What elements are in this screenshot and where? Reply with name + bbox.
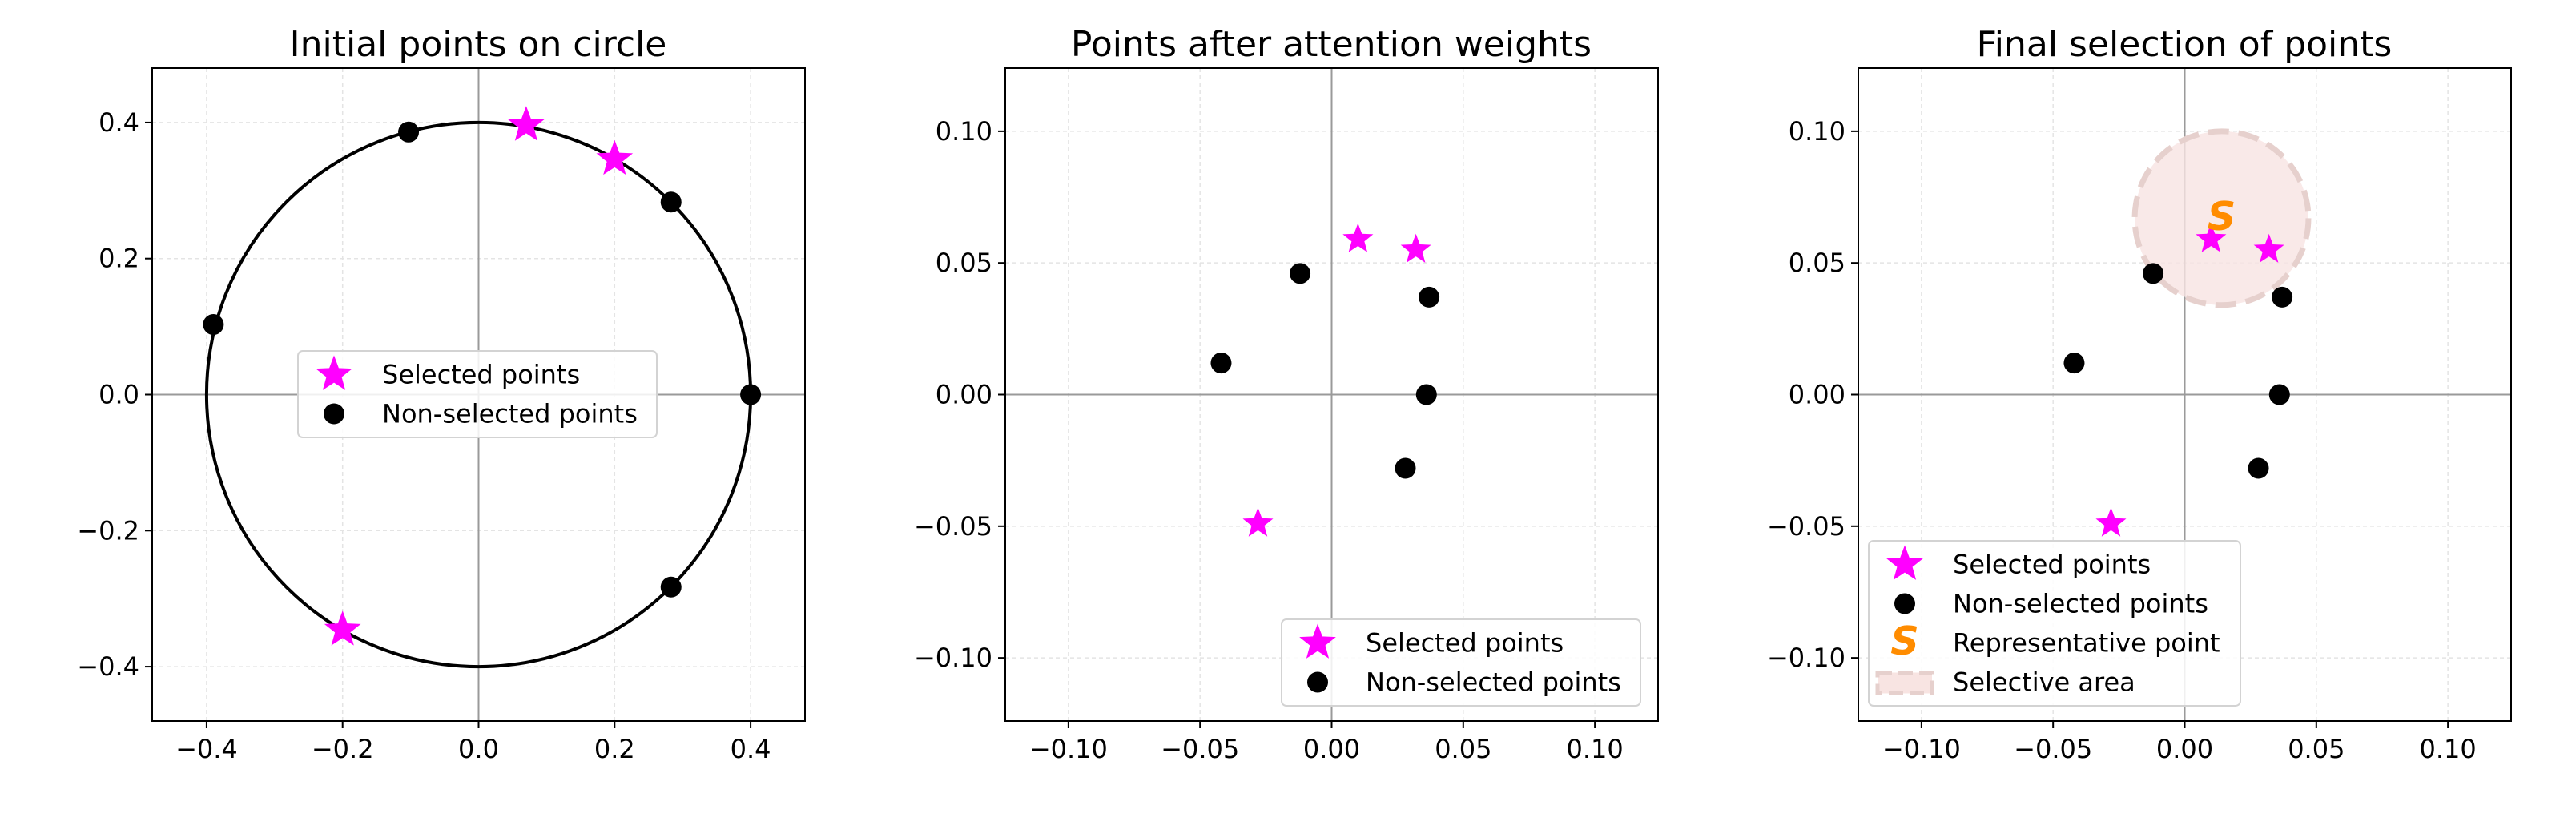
- selected-point-marker: [1342, 223, 1374, 252]
- plot-area: [1210, 223, 1440, 537]
- x-tick-label: 0.10: [1567, 734, 1624, 764]
- legend-box: [1868, 540, 2241, 707]
- selective-area: [2131, 128, 2312, 308]
- y-tick-label: 0.4: [99, 107, 139, 138]
- representative-point-marker: S: [1890, 618, 1919, 664]
- y-tick-label: −0.10: [914, 643, 992, 673]
- chart-title: Final selection of points: [1977, 24, 2393, 65]
- selected-point-marker: [316, 355, 352, 390]
- legend-label: Non-selected points: [1953, 589, 2208, 619]
- y-tick-label: −0.05: [1767, 511, 1845, 542]
- non-selected-point-marker: [2272, 286, 2293, 308]
- non-selected-point-marker: [1419, 286, 1440, 308]
- y-tick-label: 0.10: [1789, 116, 1845, 147]
- legend-selective-area-swatch: [1875, 671, 1934, 695]
- non-selected-point-marker: [2143, 263, 2164, 284]
- y-tick-label: 0.00: [936, 380, 992, 410]
- y-tick-label: 0.00: [1789, 380, 1845, 410]
- chart-title: Initial points on circle: [290, 24, 667, 65]
- legend-label: Selected points: [1953, 550, 2151, 580]
- x-tick-label: −0.4: [175, 734, 238, 764]
- non-selected-point-marker: [1290, 263, 1311, 284]
- y-tick-label: −0.4: [77, 651, 139, 682]
- selected-point-marker: [2196, 223, 2227, 252]
- chart-title: Points after attention weights: [1071, 24, 1592, 65]
- legend-box: [297, 350, 658, 438]
- legend-label: Non-selected points: [1366, 667, 1621, 698]
- y-tick-label: 0.10: [936, 116, 992, 147]
- selected-point-marker: [1400, 233, 1431, 263]
- x-tick-label: 0.00: [2156, 734, 2213, 764]
- selected-point-marker: [1886, 545, 1923, 580]
- non-selected-point-marker: [203, 314, 224, 336]
- x-tick-label: 0.00: [1303, 734, 1360, 764]
- selected-point-marker: [596, 139, 634, 175]
- non-selected-point-marker: [324, 403, 344, 425]
- y-tick-label: 0.2: [99, 244, 139, 274]
- x-tick-label: 0.10: [2420, 734, 2477, 764]
- non-selected-point-marker: [740, 384, 762, 405]
- x-tick-label: −0.10: [1882, 734, 1961, 764]
- y-tick-label: 0.05: [1789, 248, 1845, 278]
- y-tick-label: 0.05: [936, 248, 992, 278]
- x-tick-label: −0.10: [1029, 734, 1108, 764]
- non-selected-point-marker: [398, 121, 420, 143]
- selected-point-marker: [2253, 233, 2284, 263]
- non-selected-point-marker: [2063, 353, 2085, 374]
- selected-point-marker: [2095, 507, 2127, 537]
- selected-point-marker: [1242, 507, 1274, 537]
- x-tick-label: 0.2: [594, 734, 635, 764]
- non-selected-point-marker: [660, 576, 682, 598]
- x-tick-label: −0.05: [1161, 734, 1239, 764]
- panel-initial-points: Initial points on circle −0.4 −0.2 0.0 0.2 0…: [77, 24, 806, 764]
- panel-final-selection: Final selection of points S −0.10 −0.05 0.0…: [1767, 24, 2512, 764]
- x-tick-label: −0.2: [312, 734, 374, 764]
- selected-point-marker: [508, 106, 545, 141]
- y-tick-label: −0.10: [1767, 643, 1845, 673]
- non-selected-point-marker: [1307, 671, 1328, 693]
- x-tick-label: 0.05: [2288, 734, 2345, 764]
- x-tick-label: 0.4: [731, 734, 771, 764]
- legend: Selected points Non-selected points S Repre…: [1868, 540, 2241, 707]
- non-selected-point-marker: [660, 191, 682, 213]
- legend-label: Representative point: [1953, 628, 2220, 659]
- legend-label: Non-selected points: [382, 399, 638, 429]
- plot-area: [203, 106, 762, 669]
- legend-label: Selected points: [1366, 628, 1564, 659]
- non-selected-point-marker: [1210, 353, 1232, 374]
- panel-attention-weights: Points after attention weights −0.10 −0.0…: [914, 24, 1659, 764]
- y-tick-label: 0.0: [99, 380, 139, 410]
- non-selected-point-marker: [2248, 457, 2269, 479]
- plot-area: S: [2063, 128, 2312, 537]
- x-tick-label: −0.05: [2014, 734, 2092, 764]
- representative-point-marker: S: [2208, 193, 2236, 240]
- non-selected-point-marker: [1894, 593, 1915, 614]
- x-tick-label: 0.0: [458, 734, 499, 764]
- legend: Selected points Non-selected points: [1281, 618, 1641, 707]
- legend: Selected points Non-selected points: [297, 350, 658, 438]
- non-selected-point-marker: [1395, 457, 1416, 479]
- x-tick-label: 0.05: [1435, 734, 1491, 764]
- non-selected-point-marker: [2268, 384, 2290, 405]
- non-selected-point-marker: [1415, 384, 1437, 405]
- y-tick-label: −0.2: [77, 515, 139, 546]
- legend-label: Selected points: [382, 360, 580, 390]
- y-tick-label: −0.05: [914, 511, 992, 542]
- selected-point-marker: [1299, 623, 1336, 659]
- selected-point-marker: [324, 610, 361, 646]
- legend-box: [1281, 618, 1641, 707]
- legend-label: Selective area: [1953, 667, 2135, 698]
